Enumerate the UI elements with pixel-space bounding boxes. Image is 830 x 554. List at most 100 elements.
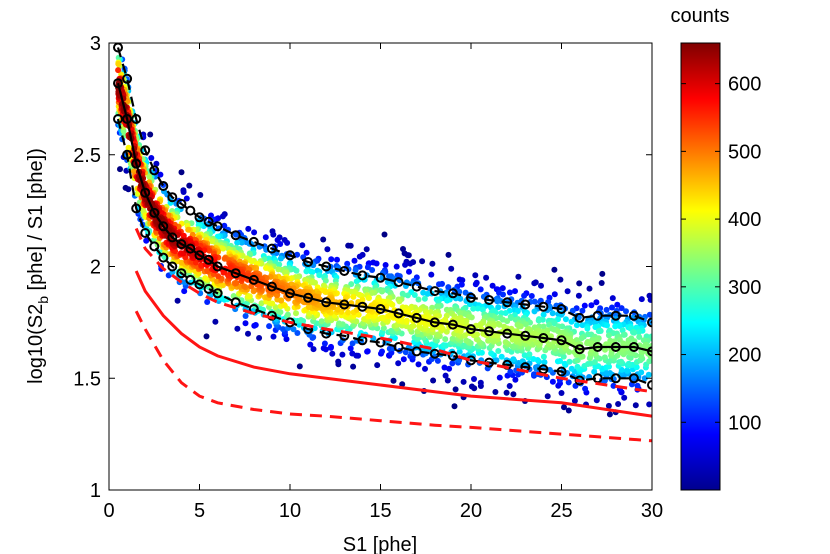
- scatter-point: [591, 368, 598, 375]
- y-axis-label: log10(S2b [phe] / S1 [phe]): [25, 148, 51, 384]
- scatter-point: [415, 361, 422, 368]
- scatter-point: [451, 403, 458, 410]
- scatter-point: [404, 252, 411, 259]
- scatter-point: [549, 310, 556, 317]
- series-marker: [212, 221, 223, 232]
- series-marker: [140, 187, 151, 198]
- series-marker: [556, 304, 567, 314]
- series-marker: [520, 330, 531, 341]
- scatter-point: [248, 258, 255, 265]
- scatter-point: [601, 354, 608, 361]
- scatter-point: [303, 249, 310, 256]
- series-marker: [113, 114, 123, 124]
- scatter-point: [490, 322, 497, 329]
- scatter-point: [242, 320, 249, 327]
- scatter-point: [298, 317, 304, 323]
- scatter-point: [192, 259, 199, 266]
- scatter-point: [448, 265, 455, 272]
- scatter-point: [348, 281, 355, 288]
- scatter-point: [540, 311, 547, 318]
- scatter-point: [606, 411, 613, 418]
- y-axis-ticks: 1 1.5 2 2.5 3: [73, 33, 652, 502]
- scatter-point: [445, 251, 452, 258]
- scatter-point: [251, 229, 258, 236]
- scatter-point: [303, 268, 310, 275]
- series-marker: [194, 212, 205, 223]
- scatter-point: [293, 267, 300, 274]
- scatter-point: [474, 305, 481, 312]
- scatter-point: [245, 225, 252, 232]
- series-marker: [393, 308, 404, 319]
- scatter-point: [588, 302, 595, 309]
- series-marker: [113, 78, 123, 89]
- scatter-point: [209, 238, 216, 245]
- scatter-point: [573, 322, 580, 329]
- scatter-point: [595, 363, 602, 370]
- scatter-point: [610, 382, 617, 389]
- scatter-point: [549, 378, 556, 385]
- y-tick-label: 1.5: [73, 368, 101, 390]
- x-tick-label: 15: [369, 500, 391, 522]
- scatter-point: [510, 391, 517, 398]
- series-marker: [158, 181, 169, 191]
- scatter-point: [378, 288, 385, 295]
- scatter-point: [307, 341, 314, 348]
- scatter-point: [564, 288, 571, 295]
- colorbar: [680, 42, 721, 491]
- scatter-point: [483, 274, 490, 281]
- scatter-point: [125, 144, 132, 151]
- scatter-point: [186, 182, 193, 189]
- scatter-point: [406, 268, 412, 275]
- scatter-point: [233, 279, 239, 286]
- scatter-point: [221, 222, 228, 229]
- scatter-point: [147, 131, 154, 138]
- scatter-point: [270, 231, 277, 238]
- series-marker: [538, 333, 549, 343]
- scatter-point: [386, 312, 393, 319]
- scatter-point: [557, 276, 564, 283]
- scatter-point: [276, 261, 283, 268]
- series-marker: [185, 205, 196, 216]
- scatter-point: [350, 363, 357, 370]
- scatter-point: [115, 60, 122, 67]
- scatter-point: [242, 313, 249, 319]
- scatter-point: [221, 255, 228, 262]
- scatter-point: [349, 350, 356, 357]
- series-marker: [556, 335, 567, 346]
- scatter-point: [353, 278, 360, 285]
- scatter-point: [535, 317, 542, 324]
- scatter-point: [309, 269, 316, 276]
- scatter-point: [349, 340, 356, 347]
- scatter-point: [521, 352, 528, 359]
- scatter-point: [605, 402, 612, 409]
- scatter-point: [531, 308, 538, 315]
- series-marker: [592, 342, 603, 352]
- colorbar-tick-label: 100: [728, 412, 761, 434]
- series-marker: [647, 346, 652, 357]
- scatter-point: [544, 393, 551, 400]
- scatter-point: [420, 289, 427, 296]
- scatter-point: [395, 360, 402, 367]
- scatter-point: [441, 364, 448, 371]
- x-tick-label: 30: [641, 500, 663, 522]
- scatter-point: [558, 390, 565, 396]
- scatter-point: [456, 348, 463, 355]
- scatter-point: [347, 345, 354, 352]
- scatter-point: [410, 322, 417, 329]
- colorbar-tick-label: 600: [728, 74, 761, 96]
- series-marker: [447, 319, 458, 330]
- scatter-point: [442, 336, 449, 343]
- scatter-point: [434, 357, 441, 364]
- scatter-point: [334, 256, 340, 263]
- scatter-point: [449, 335, 456, 342]
- scatter-point: [585, 361, 591, 367]
- scatter-point: [502, 310, 509, 316]
- scatter-point: [646, 401, 652, 408]
- series-marker: [185, 243, 196, 254]
- scatter-point: [615, 401, 622, 407]
- scatter-point: [322, 288, 329, 295]
- scatter-point: [148, 155, 155, 161]
- scatter-point: [591, 359, 598, 365]
- series-marker: [538, 301, 549, 312]
- series-marker: [393, 342, 404, 352]
